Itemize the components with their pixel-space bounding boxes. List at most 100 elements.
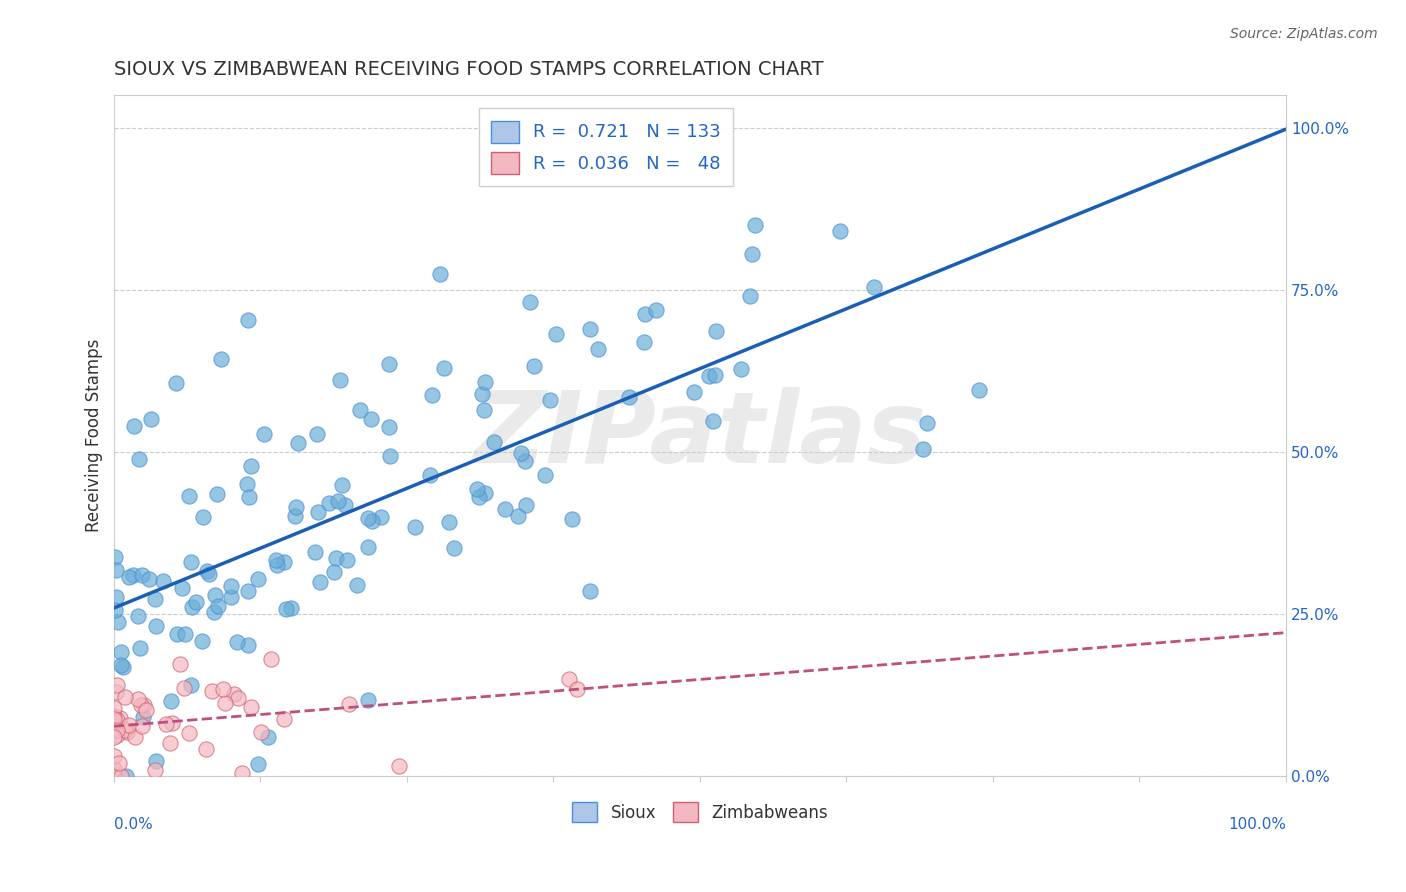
Point <box>103 709 125 723</box>
Point <box>103 711 125 725</box>
Point <box>115 769 138 783</box>
Point <box>697 369 720 384</box>
Point <box>145 754 167 768</box>
Point <box>165 376 187 390</box>
Point <box>274 602 297 616</box>
Point <box>236 638 259 652</box>
Point <box>228 690 250 705</box>
Point <box>122 419 145 434</box>
Point <box>378 449 401 463</box>
Point <box>104 723 127 738</box>
Point <box>356 541 378 555</box>
Point <box>510 446 533 460</box>
Point <box>730 361 752 376</box>
Point <box>337 697 360 711</box>
Point <box>287 436 309 450</box>
Point <box>108 711 131 725</box>
Point <box>443 541 465 555</box>
Point <box>330 478 353 492</box>
Point <box>471 387 494 401</box>
Point <box>105 713 128 727</box>
Point <box>211 352 233 367</box>
Point <box>104 602 127 616</box>
Point <box>238 312 260 326</box>
Point <box>169 657 191 671</box>
Point <box>110 645 132 659</box>
Point <box>112 660 135 674</box>
Point <box>105 678 128 692</box>
Point <box>214 697 236 711</box>
Point <box>558 672 581 686</box>
Point <box>236 477 259 491</box>
Point <box>328 493 350 508</box>
Point <box>544 327 567 342</box>
Point <box>138 572 160 586</box>
Point <box>124 730 146 744</box>
Point <box>103 769 125 783</box>
Point <box>565 682 588 697</box>
Point <box>219 578 242 592</box>
Point <box>494 502 516 516</box>
Point <box>180 678 202 692</box>
Point <box>482 434 505 449</box>
Point <box>191 510 214 524</box>
Point <box>107 728 129 742</box>
Point <box>132 709 155 723</box>
Point <box>323 565 346 579</box>
Point <box>523 359 546 374</box>
Point <box>534 467 557 482</box>
Point <box>155 717 177 731</box>
Point <box>166 627 188 641</box>
Point <box>704 325 727 339</box>
Point <box>540 392 562 407</box>
Point <box>249 725 271 739</box>
Point <box>108 756 131 770</box>
Point <box>378 420 401 434</box>
Point <box>240 458 263 473</box>
Point <box>180 600 202 615</box>
Point <box>266 558 288 572</box>
Y-axis label: Receiving Food Stamps: Receiving Food Stamps <box>86 339 103 533</box>
Point <box>104 549 127 564</box>
Point <box>253 426 276 441</box>
Point <box>305 426 328 441</box>
Point <box>357 692 380 706</box>
Point <box>738 289 761 303</box>
Point <box>247 572 270 586</box>
Point <box>515 453 537 467</box>
Point <box>173 681 195 696</box>
Point <box>186 595 208 609</box>
Point <box>333 498 356 512</box>
Point <box>830 224 852 238</box>
Point <box>508 509 530 524</box>
Point <box>304 545 326 559</box>
Point <box>273 555 295 569</box>
Point <box>212 681 235 696</box>
Point <box>143 763 166 777</box>
Point <box>260 652 283 666</box>
Point <box>104 684 127 698</box>
Point <box>280 601 302 615</box>
Point <box>309 574 332 589</box>
Point <box>160 716 183 731</box>
Point <box>307 506 329 520</box>
Point <box>264 553 287 567</box>
Point <box>472 402 495 417</box>
Text: Source: ZipAtlas.com: Source: ZipAtlas.com <box>1230 27 1378 41</box>
Point <box>360 412 382 426</box>
Point <box>357 511 380 525</box>
Point <box>911 442 934 456</box>
Point <box>132 698 155 712</box>
Point <box>114 690 136 704</box>
Point <box>207 599 229 614</box>
Point <box>346 577 368 591</box>
Point <box>474 375 496 389</box>
Point <box>335 553 357 567</box>
Point <box>579 322 602 336</box>
Point <box>683 385 706 400</box>
Text: SIOUX VS ZIMBABWEAN RECEIVING FOOD STAMPS CORRELATION CHART: SIOUX VS ZIMBABWEAN RECEIVING FOOD STAMP… <box>114 60 824 78</box>
Point <box>104 564 127 578</box>
Point <box>204 605 226 619</box>
Point <box>105 723 128 737</box>
Point <box>467 482 489 496</box>
